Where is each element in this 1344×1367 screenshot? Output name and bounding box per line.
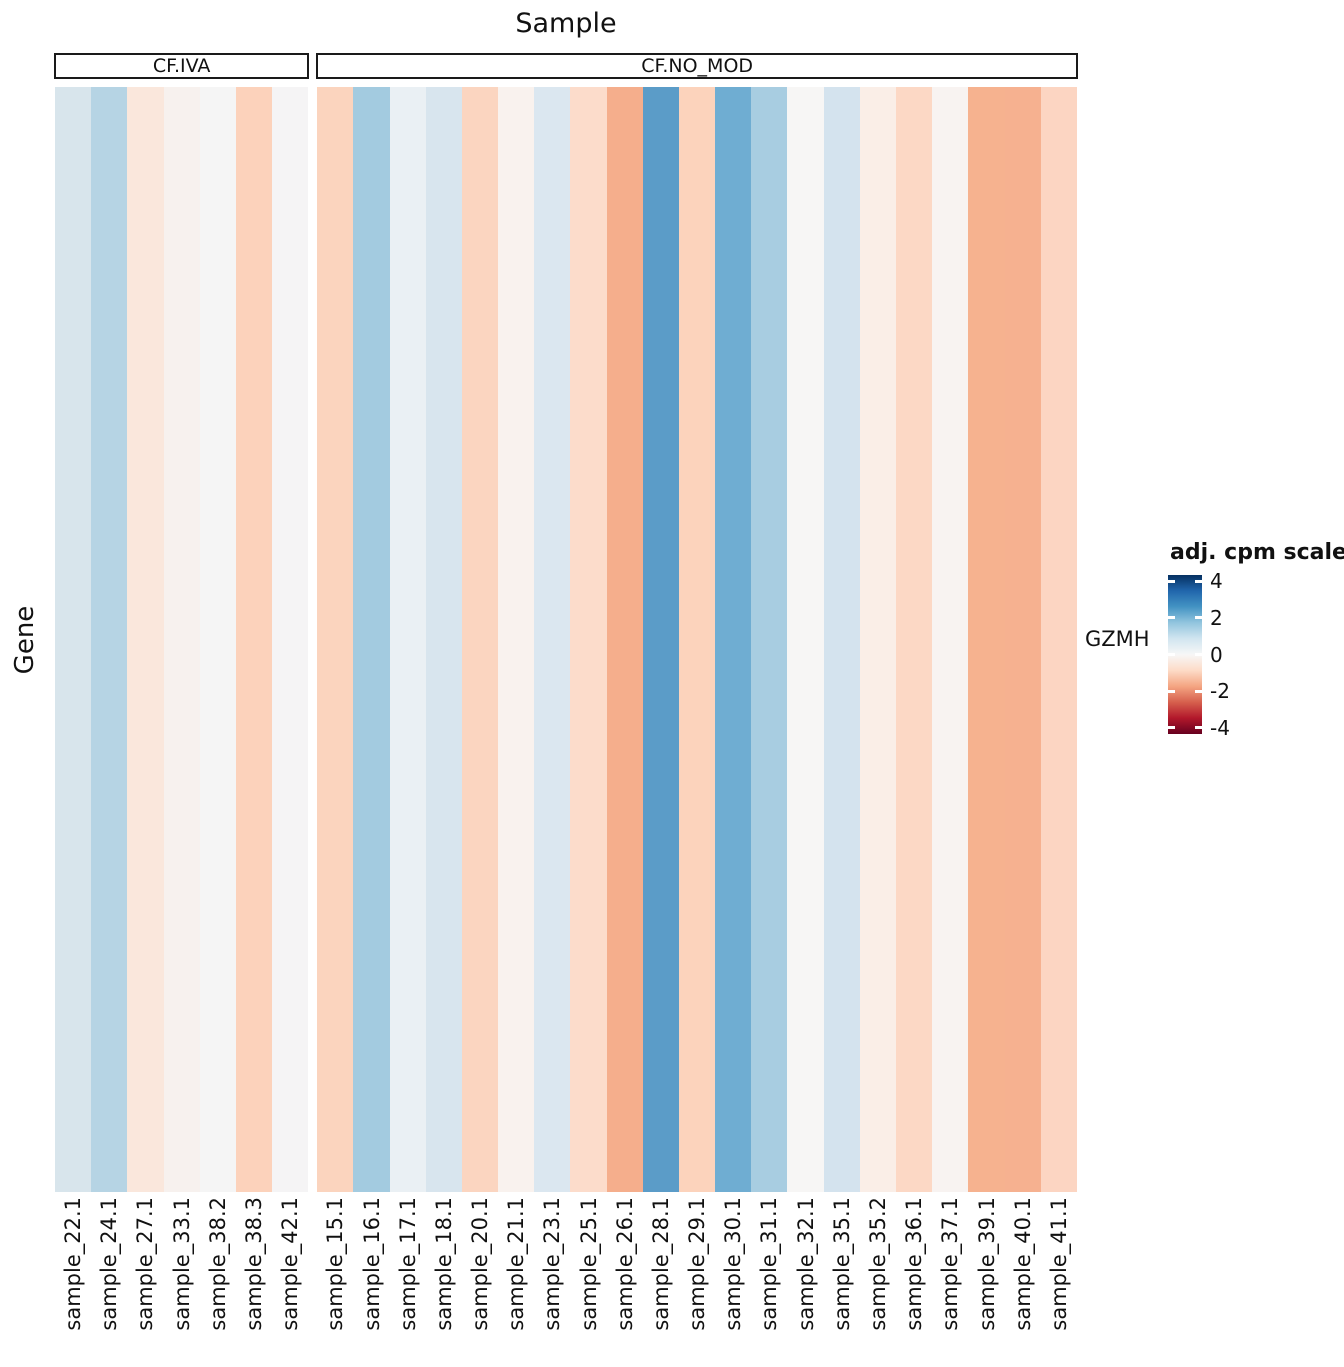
colorbar-tick-label: 2 bbox=[1210, 605, 1223, 630]
heatmap-cell bbox=[642, 87, 679, 1192]
heatmap-cell bbox=[715, 87, 752, 1192]
x-axis-label: sample_41.1 bbox=[1046, 1197, 1071, 1331]
x-axis-label: sample_35.2 bbox=[866, 1197, 891, 1331]
heatmap-cell bbox=[235, 87, 273, 1192]
heatmap-cell bbox=[896, 87, 933, 1192]
colorbar-tick-label: 0 bbox=[1210, 642, 1223, 667]
x-axis-label: sample_21.1 bbox=[504, 1197, 529, 1331]
heatmap-cell bbox=[823, 87, 860, 1192]
heatmap-cell bbox=[272, 87, 309, 1192]
facet-strip-label: CF.IVA bbox=[152, 55, 211, 77]
heatmap-panel-0 bbox=[55, 87, 309, 1192]
x-axis-label: sample_38.2 bbox=[205, 1197, 230, 1331]
heatmap-cell bbox=[678, 87, 716, 1192]
heatmap-cell bbox=[787, 87, 824, 1192]
heatmap-cell bbox=[425, 87, 462, 1192]
colorbar-tick-mark bbox=[1168, 653, 1175, 656]
colorbar-tick-label: -4 bbox=[1210, 715, 1230, 740]
x-axis-label: sample_36.1 bbox=[902, 1197, 927, 1331]
x-axis-label: sample_15.1 bbox=[323, 1197, 348, 1331]
x-axis-label: sample_27.1 bbox=[133, 1197, 158, 1331]
heatmap-cell bbox=[1040, 87, 1077, 1192]
heatmap-cell bbox=[932, 87, 969, 1192]
heatmap-cell bbox=[55, 87, 92, 1192]
heatmap-cell bbox=[317, 87, 354, 1192]
x-axis-label: sample_30.1 bbox=[721, 1197, 746, 1331]
x-axis-label: sample_22.1 bbox=[61, 1197, 86, 1331]
colorbar-tick-mark bbox=[1195, 579, 1202, 583]
facet-strip-1: CF.NO_MOD bbox=[316, 53, 1078, 79]
facet-strip-label: CF.NO_MOD bbox=[641, 55, 754, 77]
gene-row-label: GZMH bbox=[1085, 627, 1150, 651]
colorbar-tick-label: 4 bbox=[1210, 569, 1223, 594]
x-axis-label: sample_28.1 bbox=[648, 1197, 673, 1331]
colorbar-tick-label: -2 bbox=[1210, 679, 1230, 704]
heatmap-cell bbox=[1004, 87, 1041, 1192]
heatmap-cell bbox=[606, 87, 643, 1192]
colorbar-tick-mark bbox=[1168, 689, 1175, 693]
colorbar-tick-mark bbox=[1168, 616, 1175, 620]
x-axis-label: sample_33.1 bbox=[169, 1197, 194, 1331]
heatmap-cell bbox=[534, 87, 571, 1192]
x-axis-label: sample_18.1 bbox=[431, 1197, 456, 1331]
legend-title: adj. cpm scaled bbox=[1170, 540, 1344, 565]
x-axis-label: sample_25.1 bbox=[576, 1197, 601, 1331]
colorbar-tick-mark bbox=[1195, 616, 1202, 620]
heatmap-cell bbox=[91, 87, 128, 1192]
x-axis-label: sample_24.1 bbox=[97, 1197, 122, 1331]
heatmap-cell bbox=[127, 87, 164, 1192]
x-axis-label: sample_39.1 bbox=[974, 1197, 999, 1331]
x-axis-label: sample_38.3 bbox=[241, 1197, 266, 1331]
heatmap-cell bbox=[389, 87, 426, 1192]
colorbar-tick-mark bbox=[1195, 689, 1202, 693]
colorbar-tick-mark bbox=[1195, 726, 1202, 730]
x-axis-label: sample_20.1 bbox=[468, 1197, 493, 1331]
x-axis-label: sample_29.1 bbox=[685, 1197, 710, 1331]
x-axis-label: sample_40.1 bbox=[1010, 1197, 1035, 1331]
x-axis-label: sample_23.1 bbox=[540, 1197, 565, 1331]
heatmap-cell bbox=[163, 87, 200, 1192]
x-axis-label: sample_31.1 bbox=[757, 1197, 782, 1331]
colorbar-tick-mark bbox=[1168, 726, 1175, 730]
x-axis-label: sample_16.1 bbox=[359, 1197, 384, 1331]
x-axis-label: sample_35.1 bbox=[829, 1197, 854, 1331]
heatmap-cell bbox=[353, 87, 390, 1192]
x-axis-label: sample_42.1 bbox=[278, 1197, 303, 1331]
colorbar-tick-mark bbox=[1195, 653, 1202, 656]
x-axis-label: sample_37.1 bbox=[938, 1197, 963, 1331]
y-axis-label: Gene bbox=[10, 605, 40, 675]
heatmap-cell bbox=[199, 87, 236, 1192]
heatmap-cell bbox=[461, 87, 499, 1192]
facet-strip-0: CF.IVA bbox=[54, 53, 310, 79]
x-axis-label: sample_32.1 bbox=[793, 1197, 818, 1331]
colorbar-tick-mark bbox=[1168, 579, 1175, 583]
x-axis-label: sample_17.1 bbox=[395, 1197, 420, 1331]
heatmap-cell bbox=[570, 87, 607, 1192]
heatmap-cell bbox=[859, 87, 896, 1192]
heatmap-cell bbox=[751, 87, 788, 1192]
x-axis-label: sample_26.1 bbox=[612, 1197, 637, 1331]
heatmap-cell bbox=[968, 87, 1005, 1192]
heatmap-cell bbox=[498, 87, 535, 1192]
plot-title: Sample bbox=[515, 8, 617, 39]
heatmap-panel-1 bbox=[317, 87, 1077, 1192]
